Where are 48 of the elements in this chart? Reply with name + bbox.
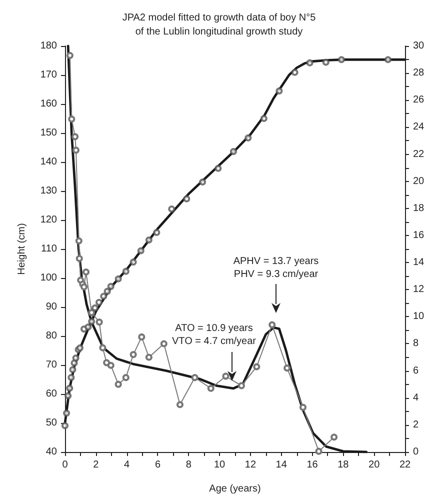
y-tick-label: 150 <box>40 128 58 138</box>
y-tick-label: 50 <box>46 418 58 428</box>
y2-tick-label: 6 <box>413 365 419 376</box>
y-axis-title: Height (cm) <box>16 223 28 275</box>
x-tick-label: 16 <box>306 460 318 470</box>
y2-tick-label: 0 <box>413 446 419 458</box>
annotation: ATO = 10.9 years VTO = 4.7 cm/year <box>172 323 257 347</box>
x-tick-label: 20 <box>368 460 380 470</box>
y2-tick-label: 20 <box>413 176 425 187</box>
y-tick-label: 120 <box>40 214 58 226</box>
y2-tick-label: 26 <box>413 94 425 106</box>
y-tick-label: 110 <box>41 244 58 254</box>
y2-tick-label: 24 <box>413 122 425 133</box>
y2-tick-label: 18 <box>413 202 425 214</box>
x-tick-label: 18 <box>338 460 350 470</box>
y-tick-label: 160 <box>40 98 58 110</box>
y-tick-label: 80 <box>46 330 58 342</box>
y2-tick-label: 30 <box>413 40 425 52</box>
y2-tick-label: 14 <box>413 257 425 268</box>
y2-tick-label: 10 <box>413 311 425 322</box>
y-tick-label: 180 <box>40 40 58 52</box>
x-tick-label: 8 <box>186 460 192 470</box>
y2-tick-label: 16 <box>413 230 425 241</box>
x-tick-label: 2 <box>93 460 100 470</box>
chart-title: JPA2 model fitted to growth data of boy N°5 of the Lublin longitudinal growth study <box>122 12 316 38</box>
annotation: APHV = 13.7 years PHV = 9.3 cm/year <box>233 256 319 280</box>
y2-tick-label: 12 <box>413 284 425 296</box>
y-tick-label: 90 <box>46 302 58 312</box>
x-axis-title: Age (years) <box>209 484 261 494</box>
y2-tick-label: 8 <box>413 338 419 350</box>
y-tick-label: 100 <box>40 272 58 284</box>
y-tick-label: 40 <box>46 446 58 458</box>
x-tick-label: 22 <box>399 460 411 470</box>
x-tick-label: 10 <box>214 460 226 470</box>
y2-tick-label: 22 <box>413 148 425 160</box>
y-tick-label: 130 <box>40 186 58 196</box>
y-tick-label: 60 <box>46 388 58 400</box>
x-tick-label: 4 <box>124 460 130 470</box>
y2-tick-label: 4 <box>413 392 419 404</box>
y2-tick-label: 28 <box>413 68 425 79</box>
x-tick-label: 6 <box>154 460 161 470</box>
y-tick-label: 140 <box>40 156 58 168</box>
x-tick-label: 14 <box>276 460 288 470</box>
x-tick-label: 12 <box>244 460 256 470</box>
x-tick-label: 0 <box>62 460 68 470</box>
y-tick-label: 170 <box>40 70 58 80</box>
y2-tick-label: 2 <box>413 419 419 430</box>
y-tick-label: 70 <box>46 360 58 370</box>
